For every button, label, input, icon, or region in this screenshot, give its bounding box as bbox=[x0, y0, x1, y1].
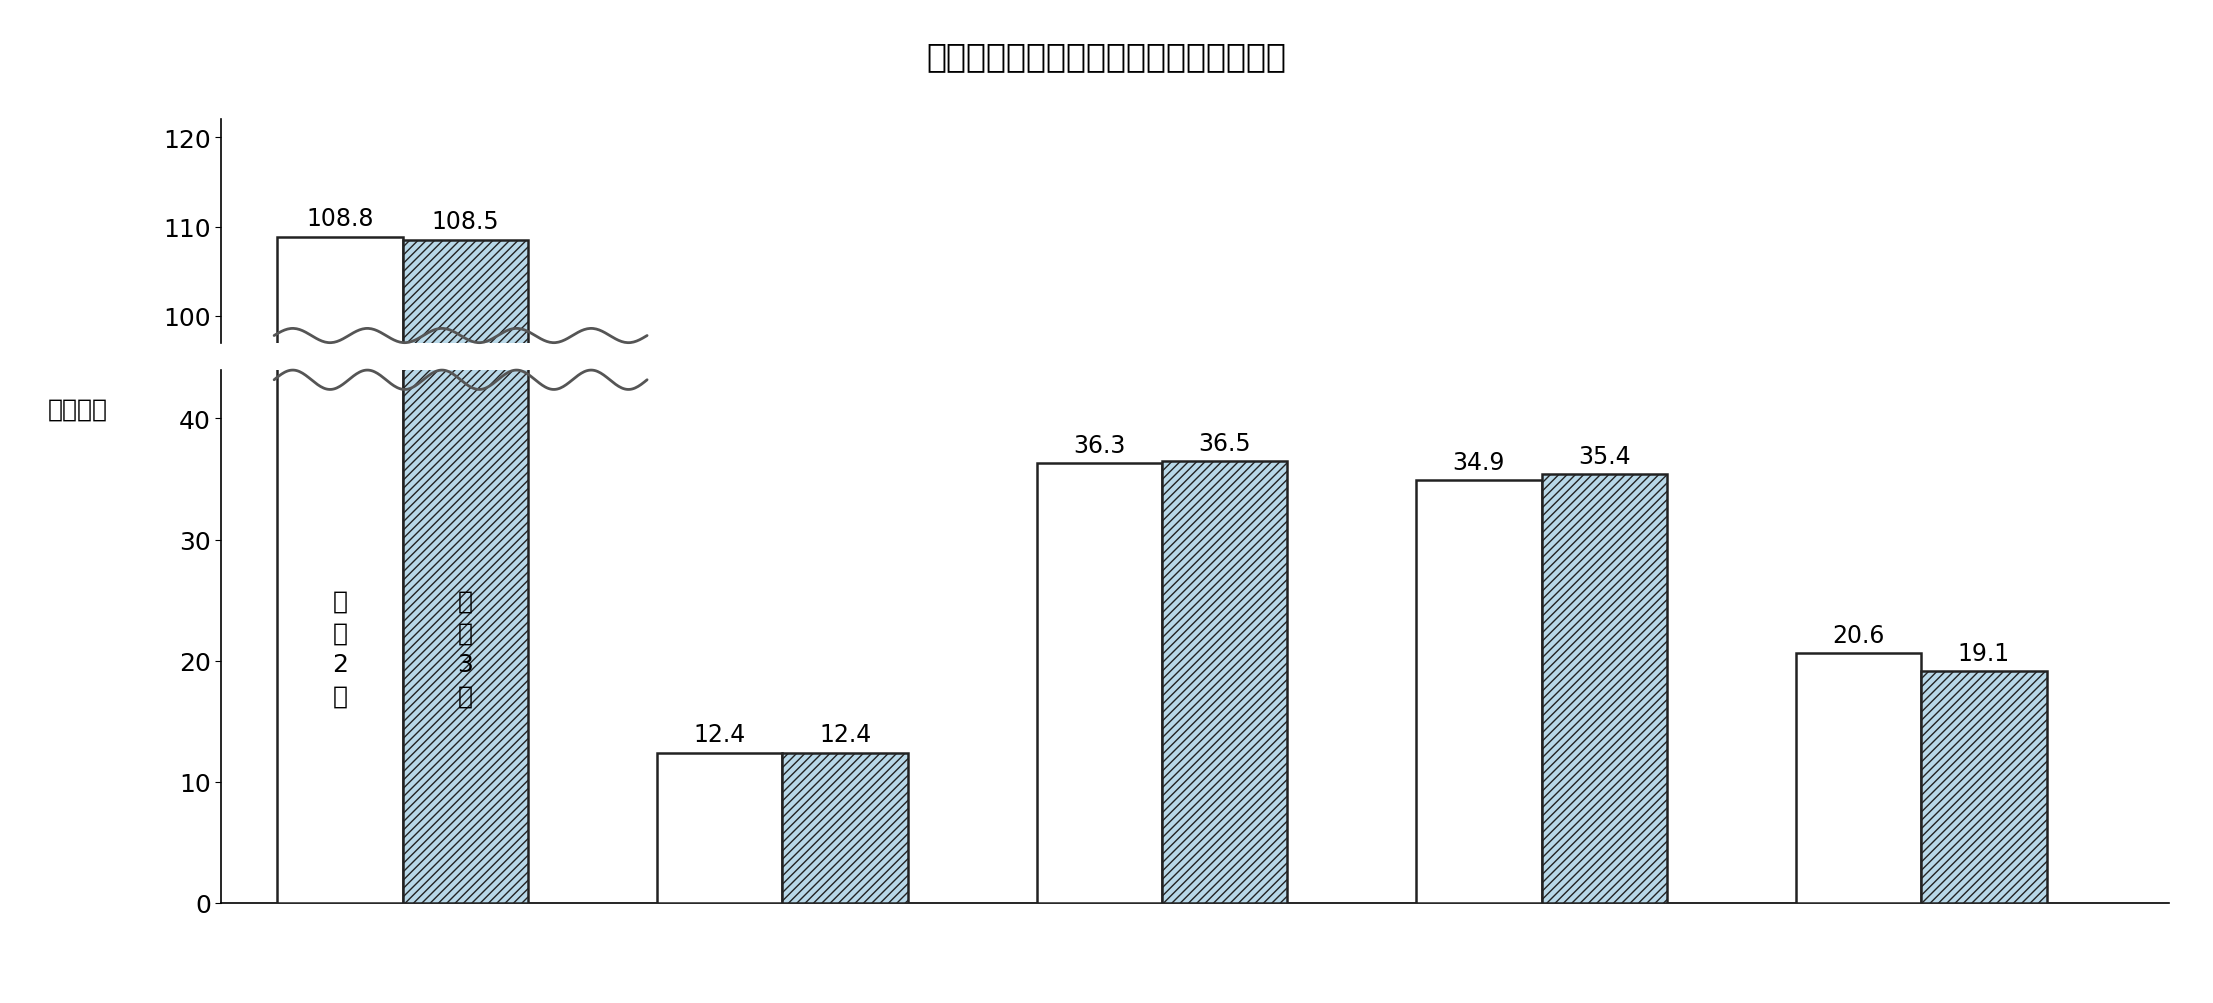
Bar bbox=[783, 753, 907, 903]
Text: 36.3: 36.3 bbox=[1073, 433, 1126, 457]
Text: 36.5: 36.5 bbox=[1199, 431, 1250, 455]
Bar bbox=[403, 0, 529, 903]
Text: 12.4: 12.4 bbox=[693, 723, 746, 746]
Text: 12.4: 12.4 bbox=[819, 723, 872, 746]
Text: 農業・食料関連産業の国内生産額の動向: 農業・食料関連産業の国内生産額の動向 bbox=[927, 40, 1286, 73]
Text: 20.6: 20.6 bbox=[1832, 624, 1885, 648]
Bar bbox=[1921, 672, 2047, 903]
Text: 令
和
3
年: 令 和 3 年 bbox=[458, 590, 474, 708]
Bar bbox=[1036, 885, 1162, 1003]
Bar bbox=[1036, 463, 1162, 903]
Bar bbox=[1162, 461, 1288, 903]
Bar bbox=[1542, 893, 1666, 1003]
Text: 35.4: 35.4 bbox=[1578, 444, 1631, 468]
Bar bbox=[1542, 474, 1666, 903]
Bar bbox=[1416, 897, 1542, 1003]
Text: 19.1: 19.1 bbox=[1959, 642, 2009, 666]
Bar bbox=[277, 238, 403, 1003]
Bar bbox=[1795, 654, 1921, 903]
Text: 108.5: 108.5 bbox=[432, 210, 500, 234]
Bar bbox=[1162, 883, 1288, 1003]
Bar bbox=[277, 0, 403, 903]
Text: 令
和
2
年: 令 和 2 年 bbox=[332, 590, 347, 708]
Text: 34.9: 34.9 bbox=[1452, 450, 1505, 474]
Text: 108.8: 108.8 bbox=[305, 207, 374, 231]
Text: （兆円）: （兆円） bbox=[46, 397, 108, 421]
Bar bbox=[657, 753, 783, 903]
Bar bbox=[1416, 480, 1542, 903]
Bar bbox=[403, 241, 529, 1003]
